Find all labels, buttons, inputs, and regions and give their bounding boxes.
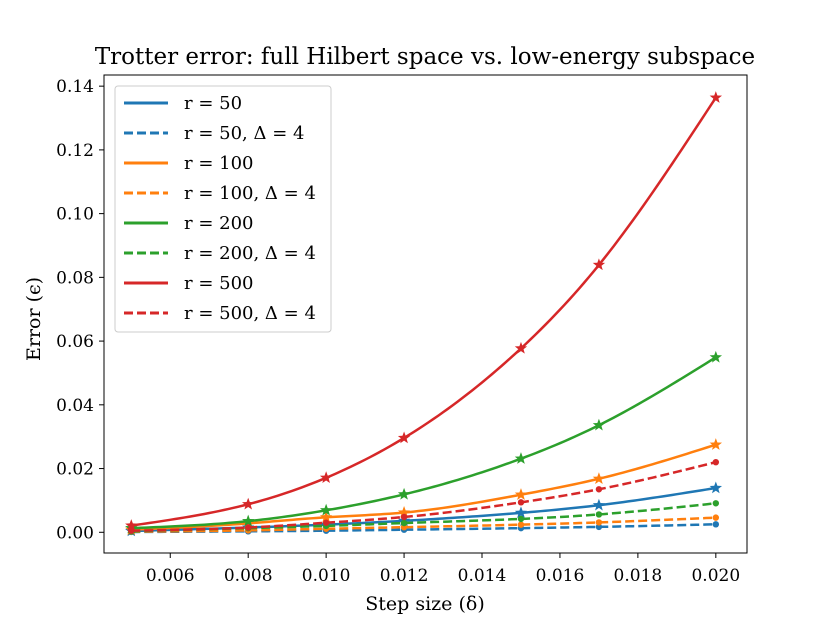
data-point-star bbox=[592, 258, 606, 271]
y-tick-label: 0.10 bbox=[56, 205, 94, 225]
data-point-star bbox=[242, 497, 255, 510]
data-point-dot bbox=[517, 515, 525, 523]
data-point-star bbox=[242, 514, 255, 527]
series-line-3 bbox=[131, 443, 717, 531]
data-point-dot bbox=[400, 519, 408, 527]
data-point-dot bbox=[712, 500, 720, 507]
data-point-star bbox=[592, 498, 606, 511]
data-point-star bbox=[397, 431, 411, 444]
series-line-5 bbox=[131, 356, 717, 530]
legend-label: r = 50, Δ = 4 bbox=[184, 123, 304, 144]
data-point-dot bbox=[595, 511, 603, 518]
legend-label: r = 500, Δ = 4 bbox=[184, 303, 316, 324]
data-point-dot bbox=[517, 499, 525, 506]
data-point-dot bbox=[322, 519, 330, 526]
legend-label: r = 100, Δ = 4 bbox=[184, 183, 316, 204]
plot-area: 0.006 0.008 0.010 0.012 0.014 0.016 0.018 0.020… bbox=[56, 74, 748, 586]
chart-title: Trotter error: full Hilbert space vs. lo… bbox=[95, 44, 755, 70]
y-tick-label: 0.02 bbox=[56, 460, 94, 480]
data-point-star bbox=[514, 506, 528, 519]
x-tick-label: 0.020 bbox=[691, 566, 740, 586]
x-tick-label: 0.006 bbox=[146, 566, 195, 586]
x-tick-label: 0.016 bbox=[536, 566, 585, 586]
data-point-dot bbox=[712, 521, 720, 528]
data-point-dot bbox=[595, 486, 603, 493]
data-point-star bbox=[709, 91, 723, 103]
y-tick-label: 0.00 bbox=[56, 523, 94, 543]
legend-label: r = 500 bbox=[184, 273, 254, 294]
x-tick-label: 0.012 bbox=[380, 566, 429, 586]
y-tick-label: 0.04 bbox=[56, 396, 94, 416]
data-point-star bbox=[592, 472, 606, 485]
legend-label: r = 100 bbox=[184, 153, 254, 174]
y-axis-label: Error (ϵ) bbox=[23, 277, 45, 361]
data-point-dot bbox=[712, 514, 720, 521]
data-point-star bbox=[319, 503, 333, 516]
y-tick-label: 0.12 bbox=[56, 141, 94, 161]
data-point-star bbox=[125, 519, 138, 531]
x-tick-label: 0.008 bbox=[224, 566, 273, 586]
legend-label: r = 200 bbox=[184, 213, 254, 234]
y-tick-label: 0.08 bbox=[56, 268, 94, 288]
x-tick-label: 0.010 bbox=[302, 566, 351, 586]
data-point-star bbox=[514, 452, 528, 464]
series-line-7 bbox=[131, 96, 717, 527]
data-point-dot bbox=[712, 458, 720, 466]
data-point-star bbox=[319, 510, 333, 523]
plot-frame bbox=[103, 74, 748, 554]
series-line-8 bbox=[131, 460, 717, 532]
data-point-star bbox=[514, 488, 528, 500]
data-point-dot bbox=[244, 524, 252, 531]
data-point-dot bbox=[128, 527, 135, 534]
data-point-star bbox=[592, 418, 606, 431]
data-point-dot bbox=[517, 521, 525, 528]
x-tick-label: 0.014 bbox=[458, 566, 507, 586]
y-tick-label: 0.14 bbox=[56, 77, 94, 97]
data-point-star bbox=[397, 487, 411, 500]
legend-label: r = 200, Δ = 4 bbox=[184, 243, 316, 264]
data-point-dot bbox=[400, 513, 408, 521]
y-tick-label: 0.06 bbox=[56, 332, 94, 352]
legend: r = 50 r = 50, Δ = 4 r = 100 r = 100, Δ = 4… bbox=[114, 85, 332, 333]
legend-label: r = 50 bbox=[184, 93, 242, 114]
data-point-star bbox=[319, 471, 333, 484]
series-line-4 bbox=[131, 516, 716, 533]
x-tick-label: 0.018 bbox=[614, 566, 663, 586]
data-point-star bbox=[709, 438, 723, 450]
data-point-dot bbox=[595, 519, 603, 526]
data-point-star bbox=[709, 481, 723, 494]
data-point-star bbox=[514, 341, 528, 354]
data-point-dot bbox=[595, 523, 603, 531]
x-axis-label: Step size (δ) bbox=[365, 593, 484, 615]
legend-box bbox=[114, 85, 332, 333]
data-point-star bbox=[397, 506, 411, 518]
data-point-star bbox=[709, 350, 723, 363]
